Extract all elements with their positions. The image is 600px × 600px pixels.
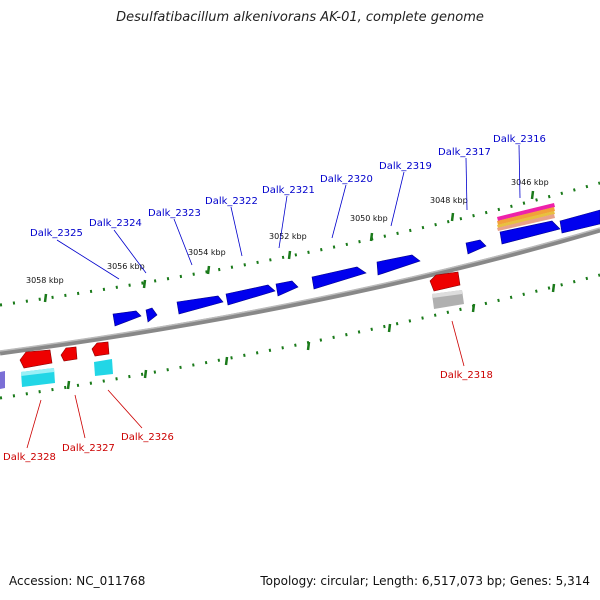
kbp-label-3058: 3058 kbp bbox=[26, 276, 64, 285]
leader-dalk-2319 bbox=[390, 171, 405, 227]
inner-tick-track bbox=[0, 273, 600, 400]
gene-arrow-dalk-2326[interactable] bbox=[91, 341, 110, 357]
gene-label-dalk-2318[interactable]: Dalk_2318 bbox=[440, 370, 493, 381]
gene-label-dalk-2321[interactable]: Dalk_2321 bbox=[262, 185, 315, 196]
gene-label-dalk-2325[interactable]: Dalk_2325 bbox=[30, 228, 83, 239]
gene-arrow-dalk-2323[interactable] bbox=[176, 295, 224, 315]
feature-band-yellow bbox=[497, 211, 555, 228]
reverse-strand-genes bbox=[19, 271, 461, 369]
leader-dalk-2318 bbox=[451, 320, 465, 367]
leader-dalk-2316 bbox=[518, 144, 521, 199]
outer-tick-track bbox=[0, 181, 600, 307]
inner-major-ticks bbox=[66, 283, 556, 390]
leader-dalk-2317 bbox=[465, 157, 468, 211]
label-leader-lines bbox=[26, 144, 521, 449]
gray-feature-2318-top bbox=[432, 290, 462, 298]
leader-dalk-2324 bbox=[113, 229, 147, 274]
other-features bbox=[0, 290, 464, 389]
kbp-label-3056: 3056 kbp bbox=[107, 262, 145, 271]
gene-label-dalk-2328[interactable]: Dalk_2328 bbox=[3, 452, 56, 463]
leader-dalk-2323 bbox=[173, 218, 193, 266]
reverse-gene-labels: Dalk_2318 Dalk_2326 Dalk_2327 Dalk_2328 bbox=[3, 370, 493, 463]
multicolor-feature-stack bbox=[497, 203, 555, 231]
gene-arrow-dalk-2327[interactable] bbox=[60, 346, 78, 362]
leader-dalk-2326 bbox=[107, 389, 143, 429]
gene-label-dalk-2320[interactable]: Dalk_2320 bbox=[320, 174, 373, 185]
leader-dalk-2327 bbox=[74, 394, 86, 439]
gene-label-dalk-2324[interactable]: Dalk_2324 bbox=[89, 218, 142, 229]
accession-text: Accession: NC_011768 bbox=[9, 574, 146, 588]
gene-arrow-dalk-2325[interactable] bbox=[112, 310, 142, 327]
forward-strand-genes bbox=[112, 209, 600, 327]
gene-arrow-dalk-2321[interactable] bbox=[275, 280, 299, 297]
gene-arrow-dalk-2328[interactable] bbox=[19, 349, 53, 369]
kbp-label-3048: 3048 kbp bbox=[430, 196, 468, 205]
gene-arrow-dalk-2318-fwd[interactable] bbox=[465, 239, 487, 255]
cyan-feature-2328-top bbox=[21, 368, 54, 376]
outer-major-ticks bbox=[43, 190, 535, 303]
feature-band-orange bbox=[497, 207, 555, 225]
feature-band-salmon bbox=[497, 214, 555, 231]
genome-backbone-highlight bbox=[0, 227, 600, 352]
kbp-label-3050: 3050 kbp bbox=[350, 214, 388, 223]
gene-label-dalk-2322[interactable]: Dalk_2322 bbox=[205, 196, 258, 207]
cyan-feature-2326 bbox=[94, 359, 113, 376]
gene-arrow-dalk-2317[interactable] bbox=[499, 220, 561, 245]
gene-label-dalk-2327[interactable]: Dalk_2327 bbox=[62, 443, 115, 454]
kbp-label-3054: 3054 kbp bbox=[188, 248, 226, 257]
feature-band-magenta bbox=[497, 203, 555, 221]
leader-dalk-2320 bbox=[331, 184, 347, 239]
purple-feature-edge bbox=[0, 371, 5, 389]
leader-dalk-2325 bbox=[56, 239, 120, 280]
gene-arrow-dalk-2324[interactable] bbox=[145, 307, 158, 323]
gene-label-dalk-2323[interactable]: Dalk_2323 bbox=[148, 208, 201, 219]
kbp-label-3052: 3052 kbp bbox=[269, 232, 307, 241]
gene-arrow-dalk-2319[interactable] bbox=[376, 254, 421, 276]
gene-label-dalk-2326[interactable]: Dalk_2326 bbox=[121, 432, 174, 443]
map-title: Desulfatibacillum alkenivorans AK-01, co… bbox=[116, 10, 484, 25]
gene-label-dalk-2316[interactable]: Dalk_2316 bbox=[493, 134, 546, 145]
gene-arrow-dalk-2322[interactable] bbox=[225, 284, 276, 306]
leader-dalk-2322 bbox=[230, 206, 243, 257]
genome-backbone bbox=[0, 227, 600, 356]
gene-label-dalk-2317[interactable]: Dalk_2317 bbox=[438, 147, 491, 158]
kbp-labels: 3046 kbp 3048 kbp 3050 kbp 3052 kbp 3054… bbox=[26, 178, 549, 285]
leader-dalk-2328 bbox=[26, 399, 42, 449]
genome-summary-text: Topology: circular; Length: 6,517,073 bp… bbox=[260, 574, 590, 588]
gene-arrow-dalk-2320[interactable] bbox=[311, 266, 367, 290]
forward-gene-labels: Dalk_2316 Dalk_2317 Dalk_2319 Dalk_2320 … bbox=[30, 134, 546, 239]
leader-dalk-2321 bbox=[278, 195, 288, 249]
gene-arrow-dalk-2318[interactable] bbox=[429, 271, 461, 292]
kbp-label-3046: 3046 kbp bbox=[511, 178, 549, 187]
gene-label-dalk-2319[interactable]: Dalk_2319 bbox=[379, 161, 432, 172]
gene-arrow-dalk-2316[interactable] bbox=[559, 209, 600, 234]
